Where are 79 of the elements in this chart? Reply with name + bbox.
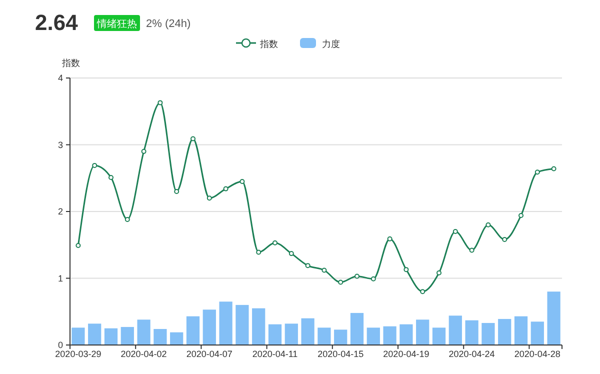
point [272, 240, 278, 246]
point [240, 178, 245, 184]
bar [498, 318, 512, 345]
x-tick-label: 2020-04-19 [383, 349, 430, 359]
point [76, 243, 81, 248]
point [206, 196, 212, 201]
x-tick-label: 2020-04-02 [120, 349, 167, 359]
point [551, 166, 556, 172]
x-tick-label: 2020-03-29 [55, 349, 102, 359]
bar [514, 316, 528, 345]
bar [448, 316, 462, 345]
y-tick-label: 0 [58, 340, 63, 350]
point [354, 274, 360, 279]
bar [432, 328, 446, 345]
bar [137, 320, 150, 345]
y-tick-label: 1 [58, 273, 63, 284]
point [469, 248, 474, 253]
y-tick-label: 2 [58, 206, 63, 216]
bar [318, 328, 331, 345]
bar [366, 328, 380, 345]
bar [202, 310, 216, 345]
bar [88, 324, 102, 345]
bar [120, 326, 134, 345]
bar [383, 326, 396, 345]
bar [416, 320, 430, 345]
point [158, 100, 163, 106]
y-axis-title: 指数 [61, 58, 80, 68]
x-tick-label: 2020-04-24 [448, 349, 495, 359]
point [305, 263, 310, 268]
point [502, 237, 508, 242]
bar [252, 308, 266, 345]
bar [170, 332, 184, 345]
x-tick-label: 2020-04-11 [252, 349, 298, 359]
point [124, 217, 130, 222]
point [486, 222, 491, 228]
point [174, 188, 180, 194]
y-tick-label: 4 [58, 73, 63, 83]
point [92, 162, 98, 168]
point [256, 250, 262, 255]
bar [400, 324, 413, 345]
bar [334, 330, 348, 345]
point [387, 236, 392, 242]
point [404, 267, 409, 272]
point [141, 148, 146, 154]
bar [284, 324, 298, 345]
bar [104, 328, 118, 345]
bar [219, 302, 232, 345]
bar [482, 322, 495, 345]
text: 情绪狂热 [96, 18, 137, 30]
point [190, 136, 196, 142]
x-tick-label: 2020-04-28 [514, 349, 560, 359]
bar [154, 328, 167, 345]
bar [547, 292, 560, 345]
point [452, 229, 458, 234]
bar [236, 304, 249, 345]
bar [301, 318, 314, 345]
y-tick-label: 3 [58, 140, 63, 150]
text: 2.64 [35, 10, 79, 35]
point [223, 186, 228, 192]
point [370, 276, 376, 282]
x-tick-label: 2020-04-15 [318, 349, 364, 359]
legend-label: 指数 [259, 39, 278, 49]
point [288, 251, 294, 256]
bar [350, 312, 364, 345]
point [534, 170, 540, 175]
point [108, 174, 114, 180]
bar [268, 324, 282, 345]
point [518, 213, 524, 218]
legend-label: 力度 [322, 39, 340, 49]
point [322, 268, 327, 273]
point [338, 280, 344, 285]
bar [465, 320, 478, 345]
x-tick-label: 2020-04-07 [186, 349, 232, 359]
point [436, 270, 442, 276]
bar [530, 322, 544, 345]
text: 2% (24h) [146, 18, 191, 30]
bar [186, 316, 200, 345]
point [420, 289, 426, 294]
bar [72, 328, 85, 345]
